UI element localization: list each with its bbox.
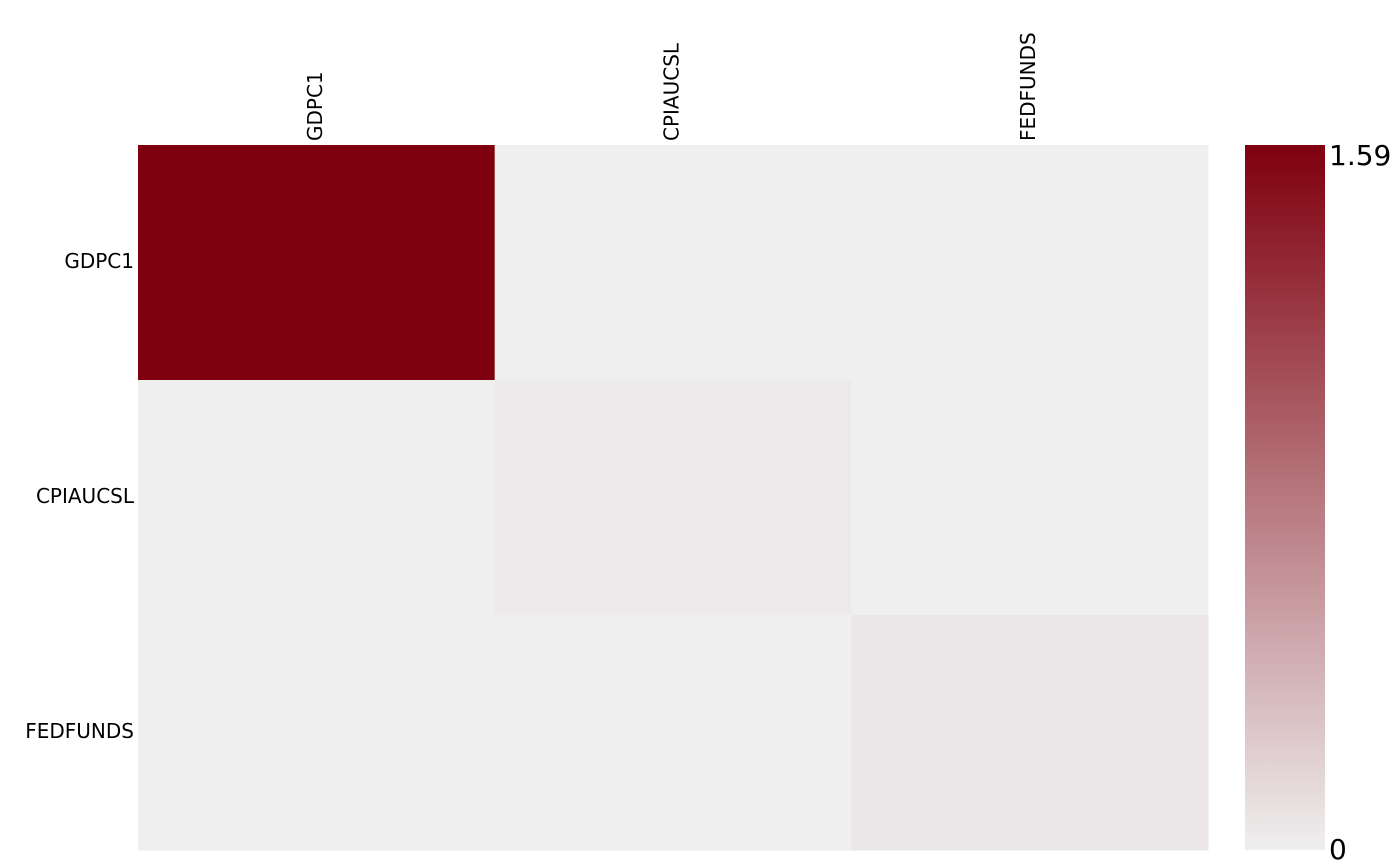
row-label: CPIAUCSL — [36, 484, 135, 508]
heatmap-cell — [494, 380, 852, 616]
color-scale-legend: 1.59 0 — [1245, 139, 1391, 866]
color-scale-bar — [1245, 145, 1325, 850]
column-label: FEDFUNDS — [1016, 32, 1040, 141]
heatmap-cells — [138, 145, 1209, 851]
color-scale-min-label: 0 — [1329, 833, 1347, 866]
heatmap-cell — [851, 145, 1209, 381]
row-label: GDPC1 — [64, 249, 134, 273]
heatmap-cell — [138, 145, 496, 381]
heatmap-cell — [138, 380, 496, 616]
heatmap-cell — [138, 615, 496, 851]
heatmap-cell — [851, 380, 1209, 616]
row-label: FEDFUNDS — [25, 719, 134, 743]
column-label: GDPC1 — [303, 71, 327, 141]
column-label: CPIAUCSL — [660, 42, 684, 141]
heatmap-cell — [494, 145, 852, 381]
color-scale-max-label: 1.59 — [1329, 139, 1391, 172]
heatmap-cell — [494, 615, 852, 851]
column-labels: GDPC1 CPIAUCSL FEDFUNDS — [303, 32, 1040, 141]
row-labels: GDPC1 CPIAUCSL FEDFUNDS — [25, 249, 135, 743]
heatmap-cell — [851, 615, 1209, 851]
